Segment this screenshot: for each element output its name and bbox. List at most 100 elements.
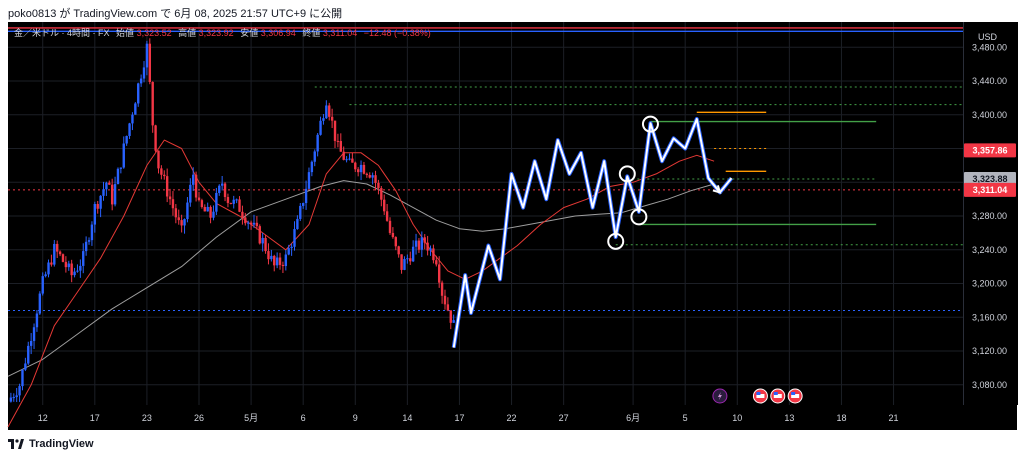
candle-body-34 xyxy=(108,182,111,185)
candle-body-9 xyxy=(35,313,39,328)
time-tick-3: 26 xyxy=(194,413,204,423)
candle-body-96 xyxy=(287,248,290,255)
candle-body-88 xyxy=(264,237,267,252)
horizontal-levels xyxy=(8,27,963,312)
candle-body-124 xyxy=(368,175,371,178)
candle-body-70 xyxy=(212,211,215,218)
pivot-circles xyxy=(607,115,659,250)
time-tick-13: 10 xyxy=(732,413,742,423)
candle-body-32 xyxy=(102,189,105,196)
candle-body-120 xyxy=(356,169,360,173)
time-tick-1: 17 xyxy=(90,413,100,423)
candle-body-1 xyxy=(12,397,15,399)
candle-body-152 xyxy=(449,310,452,323)
candle-body-59 xyxy=(180,220,183,226)
currency-label[interactable]: USD xyxy=(978,32,998,42)
candle-body-87 xyxy=(261,237,264,244)
candle-body-22 xyxy=(73,271,76,276)
candle-body-104 xyxy=(310,161,314,173)
candle-body-83 xyxy=(249,222,253,225)
candle-body-133 xyxy=(394,237,397,247)
candle-body-44 xyxy=(137,83,140,104)
candle-body-20 xyxy=(67,263,70,268)
candle-body-26 xyxy=(84,241,88,252)
time-tick-8: 17 xyxy=(454,413,464,423)
candle-body-144 xyxy=(426,242,429,251)
candle-body-4 xyxy=(21,369,24,387)
candle-body-69 xyxy=(209,206,212,218)
candle-body-138 xyxy=(409,258,412,262)
candle-body-11 xyxy=(41,276,44,294)
candle-body-150 xyxy=(443,295,447,305)
time-axis-labels: 12 17 23 26 5月 6 9 14 17 22 27 6月 5 10 13 18 21 xyxy=(38,413,899,423)
candle-body-21 xyxy=(70,263,73,276)
candle-body-63 xyxy=(192,174,195,185)
us-flag-canton-2 xyxy=(773,392,778,395)
candle-body-72 xyxy=(218,185,221,193)
candle-body-135 xyxy=(400,254,403,270)
candle-body-67 xyxy=(203,207,206,212)
projection-arrow xyxy=(707,177,722,194)
candle-body-43 xyxy=(134,103,137,115)
candle-body-134 xyxy=(397,246,400,255)
time-tick-14: 13 xyxy=(784,413,794,423)
candle-body-75 xyxy=(226,197,230,203)
candle-body-0 xyxy=(9,397,13,402)
candle-body-98 xyxy=(293,229,296,247)
candle-body-85 xyxy=(255,222,259,227)
zigzag-halo xyxy=(451,117,734,348)
candle-body-71 xyxy=(215,192,218,212)
grid-lines xyxy=(8,22,963,405)
candle-body-86 xyxy=(258,226,261,244)
legend-low-value: 3,306.94 xyxy=(261,28,296,38)
candle-body-48 xyxy=(148,43,152,82)
time-tick-6: 9 xyxy=(353,413,358,423)
candle-body-60 xyxy=(183,219,186,226)
us-flag-canton-1 xyxy=(756,392,761,395)
candle-body-30 xyxy=(96,203,99,209)
candle-body-54 xyxy=(165,176,169,197)
candle-body-57 xyxy=(174,208,178,218)
zigzag-drawing xyxy=(451,117,734,348)
price-tick-7: 3,200.00 xyxy=(972,279,1007,289)
candle-body-112 xyxy=(333,120,337,141)
time-tick-2: 23 xyxy=(142,413,152,423)
candle-body-145 xyxy=(429,248,432,251)
candle-body-19 xyxy=(64,261,68,268)
candle-body-132 xyxy=(391,232,395,238)
legend-open-value: 3,323.52 xyxy=(137,28,172,38)
candle-body-95 xyxy=(284,254,288,267)
candle-body-107 xyxy=(319,120,322,135)
price-axis[interactable] xyxy=(963,22,1018,405)
time-tick-9: 22 xyxy=(507,413,517,423)
legend-close-value: 3,311.04 xyxy=(323,28,357,38)
time-tick-7: 14 xyxy=(402,413,412,423)
time-tick-0: 12 xyxy=(38,413,48,423)
price-badge-2: 3,311.04 xyxy=(973,185,1008,195)
candle-body-113 xyxy=(336,140,340,142)
chart-pane[interactable] xyxy=(8,22,963,405)
candle-body-55 xyxy=(168,196,172,200)
candle-body-42 xyxy=(131,114,134,124)
price-badges: 3,357.86 3,323.883,311.04 xyxy=(964,143,1016,197)
candle-body-12 xyxy=(44,274,47,277)
legend-open-label: 始値 xyxy=(116,27,134,38)
candlestick-series xyxy=(9,38,455,403)
candle-body-38 xyxy=(119,167,123,169)
candle-body-93 xyxy=(278,257,282,265)
candle-body-17 xyxy=(58,251,62,255)
candle-body-37 xyxy=(116,168,120,185)
us-flag-stripe-3 xyxy=(791,394,800,398)
zigzag-line xyxy=(452,118,733,348)
candle-body-105 xyxy=(313,151,316,162)
candle-body-143 xyxy=(423,237,426,243)
candle-body-13 xyxy=(47,262,50,275)
candle-body-15 xyxy=(53,243,56,265)
candle-body-139 xyxy=(411,246,415,262)
candle-body-110 xyxy=(328,105,331,117)
candle-body-68 xyxy=(206,206,209,212)
candle-body-23 xyxy=(76,270,79,272)
candle-body-35 xyxy=(110,184,114,205)
time-axis[interactable] xyxy=(8,405,1017,430)
